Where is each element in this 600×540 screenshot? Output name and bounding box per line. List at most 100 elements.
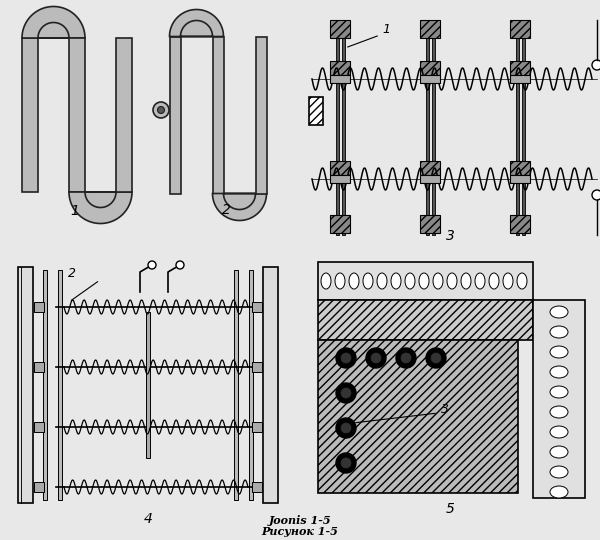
Text: 2: 2 <box>222 203 231 217</box>
Ellipse shape <box>335 273 345 289</box>
Circle shape <box>426 348 446 368</box>
Bar <box>34 482 44 492</box>
Bar <box>146 312 150 458</box>
Ellipse shape <box>503 273 513 289</box>
Bar <box>533 300 585 498</box>
Bar <box>309 97 323 125</box>
Bar <box>420 20 440 38</box>
Ellipse shape <box>550 386 568 398</box>
Bar <box>34 302 44 312</box>
Bar <box>330 75 350 83</box>
Ellipse shape <box>363 273 373 289</box>
Ellipse shape <box>550 326 568 338</box>
Bar <box>252 302 262 312</box>
Circle shape <box>336 383 356 403</box>
Bar <box>330 61 350 75</box>
Circle shape <box>371 353 381 363</box>
Bar <box>34 362 44 372</box>
Text: 5: 5 <box>446 502 454 516</box>
Circle shape <box>401 353 411 363</box>
Circle shape <box>341 388 351 398</box>
Bar <box>510 75 530 83</box>
Ellipse shape <box>550 306 568 318</box>
Bar <box>522 20 525 235</box>
Ellipse shape <box>447 273 457 289</box>
Bar <box>234 270 238 500</box>
Bar <box>58 270 62 500</box>
Bar <box>510 161 530 175</box>
Text: Joonis 1-5: Joonis 1-5 <box>269 515 331 526</box>
Ellipse shape <box>377 273 387 289</box>
Bar <box>249 270 253 500</box>
Text: 4: 4 <box>143 512 152 526</box>
Ellipse shape <box>489 273 499 289</box>
Circle shape <box>176 261 184 269</box>
Circle shape <box>336 418 356 438</box>
Circle shape <box>341 423 351 433</box>
Circle shape <box>396 348 416 368</box>
Ellipse shape <box>349 273 359 289</box>
Bar <box>342 20 345 235</box>
Circle shape <box>148 261 156 269</box>
Bar <box>510 215 530 233</box>
Ellipse shape <box>550 466 568 478</box>
Bar <box>318 340 518 493</box>
Bar <box>420 215 440 233</box>
Polygon shape <box>69 192 132 224</box>
Circle shape <box>153 102 169 118</box>
Bar <box>510 175 530 183</box>
Bar <box>420 175 440 183</box>
Circle shape <box>341 458 351 468</box>
Bar <box>420 161 440 175</box>
Ellipse shape <box>550 406 568 418</box>
Bar <box>426 20 429 235</box>
Bar <box>330 175 350 183</box>
Bar <box>318 300 533 340</box>
Bar <box>22 38 38 192</box>
Bar <box>318 262 533 300</box>
Bar <box>43 270 47 500</box>
Circle shape <box>431 353 441 363</box>
Bar <box>116 38 132 192</box>
Text: 2: 2 <box>68 267 76 280</box>
Text: Рисунок 1-5: Рисунок 1-5 <box>262 526 338 537</box>
Bar <box>263 267 278 503</box>
Bar <box>212 37 223 193</box>
Bar <box>170 37 181 193</box>
Bar <box>336 20 339 235</box>
Bar <box>330 20 350 38</box>
Ellipse shape <box>321 273 331 289</box>
Bar <box>330 161 350 175</box>
Bar <box>252 362 262 372</box>
Polygon shape <box>212 193 266 220</box>
Circle shape <box>157 106 164 113</box>
Ellipse shape <box>550 486 568 498</box>
Bar <box>516 20 519 235</box>
Ellipse shape <box>405 273 415 289</box>
Bar <box>256 37 266 193</box>
Bar <box>330 215 350 233</box>
Text: 1: 1 <box>382 23 390 36</box>
Bar <box>432 20 435 235</box>
Ellipse shape <box>550 366 568 378</box>
Ellipse shape <box>550 446 568 458</box>
Ellipse shape <box>475 273 485 289</box>
Polygon shape <box>22 6 85 38</box>
Ellipse shape <box>433 273 443 289</box>
Bar <box>510 20 530 38</box>
Bar <box>420 61 440 75</box>
Polygon shape <box>170 10 223 37</box>
Circle shape <box>592 190 600 200</box>
Ellipse shape <box>419 273 429 289</box>
Bar <box>252 422 262 432</box>
Bar <box>510 61 530 75</box>
Ellipse shape <box>550 426 568 438</box>
Text: 3: 3 <box>446 229 454 243</box>
Bar <box>34 422 44 432</box>
Bar <box>420 75 440 83</box>
Circle shape <box>366 348 386 368</box>
Circle shape <box>592 60 600 70</box>
Ellipse shape <box>550 346 568 358</box>
Circle shape <box>336 453 356 473</box>
Text: 1: 1 <box>71 204 79 218</box>
